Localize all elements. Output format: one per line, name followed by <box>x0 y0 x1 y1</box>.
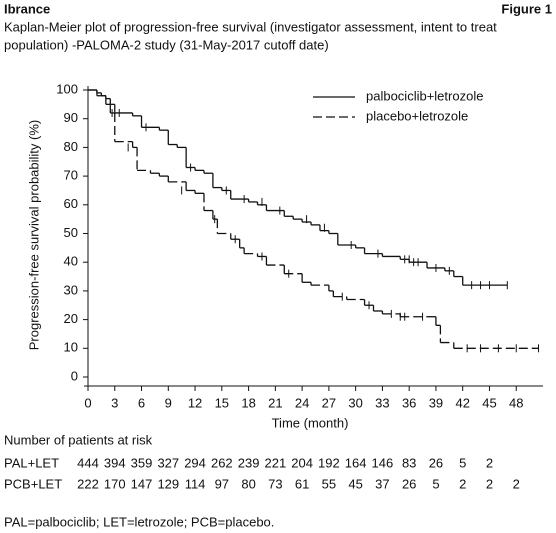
risk-count: 294 <box>184 455 206 470</box>
risk-count: 239 <box>238 455 260 470</box>
risk-count: 26 <box>429 455 443 470</box>
x-tick-label: 12 <box>188 395 202 410</box>
y-tick-label: 50 <box>64 225 78 240</box>
footnote: PAL=palbociclib; LET=letrozole; PCB=plac… <box>4 514 274 529</box>
figure-label: Figure 1 <box>501 1 552 16</box>
x-tick-label: 42 <box>455 395 469 410</box>
x-tick-label: 0 <box>84 395 91 410</box>
risk-row-label: PAL+LET <box>4 455 59 470</box>
risk-count: 359 <box>131 455 153 470</box>
risk-count: 55 <box>322 476 336 491</box>
x-tick-label: 27 <box>322 395 336 410</box>
risk-count: 394 <box>104 455 126 470</box>
risk-count: 37 <box>375 476 389 491</box>
risk-count: 147 <box>131 476 153 491</box>
x-tick-label: 36 <box>402 395 416 410</box>
risk-count: 444 <box>77 455 99 470</box>
risk-count: 80 <box>241 476 255 491</box>
chart-title: Kaplan-Meier plot of progression-free su… <box>4 19 497 34</box>
x-tick-label: 24 <box>295 395 309 410</box>
x-tick-label: 33 <box>375 395 389 410</box>
y-tick-label: 70 <box>64 168 78 183</box>
risk-title: Number of patients at risk <box>4 432 153 447</box>
risk-count: 45 <box>348 476 362 491</box>
risk-count: 83 <box>402 455 416 470</box>
legend-label: placebo+letrozole <box>366 108 468 123</box>
y-tick-label: 0 <box>71 368 78 383</box>
risk-count: 61 <box>295 476 309 491</box>
legend-label: palbociclib+letrozole <box>366 88 483 103</box>
risk-count: 129 <box>157 476 179 491</box>
risk-row-label: PCB+LET <box>4 476 62 491</box>
y-tick-label: 90 <box>64 110 78 125</box>
y-tick-label: 40 <box>64 254 78 269</box>
x-tick-label: 30 <box>348 395 362 410</box>
risk-count: 2 <box>486 476 493 491</box>
risk-count: 222 <box>77 476 99 491</box>
x-tick-label: 48 <box>509 395 523 410</box>
risk-count: 5 <box>432 476 439 491</box>
risk-count: 204 <box>291 455 313 470</box>
risk-count: 221 <box>265 455 287 470</box>
x-tick-label: 9 <box>165 395 172 410</box>
risk-count: 164 <box>345 455 367 470</box>
y-tick-label: 20 <box>64 311 78 326</box>
y-axis-title: Progression-free survival probability (%… <box>26 120 41 350</box>
chart-subtitle: population) -PALOMA-2 study (31-May-2017… <box>4 37 329 52</box>
risk-count: 2 <box>459 476 466 491</box>
risk-count: 170 <box>104 476 126 491</box>
risk-count: 192 <box>318 455 340 470</box>
y-tick-label: 60 <box>64 196 78 211</box>
x-tick-label: 6 <box>138 395 145 410</box>
y-tick-label: 30 <box>64 282 78 297</box>
x-tick-label: 45 <box>482 395 496 410</box>
risk-count: 327 <box>157 455 179 470</box>
risk-count: 73 <box>268 476 282 491</box>
x-tick-label: 21 <box>268 395 282 410</box>
risk-count: 2 <box>513 476 520 491</box>
x-axis-title: Time (month) <box>272 415 349 430</box>
y-tick-label: 80 <box>64 139 78 154</box>
y-tick-label: 100 <box>56 81 78 96</box>
risk-count: 2 <box>486 455 493 470</box>
risk-count: 26 <box>402 476 416 491</box>
y-tick-label: 10 <box>64 340 78 355</box>
risk-count: 114 <box>185 476 206 491</box>
x-tick-label: 39 <box>429 395 443 410</box>
risk-count: 262 <box>211 455 233 470</box>
x-tick-label: 18 <box>241 395 255 410</box>
risk-count: 146 <box>372 455 394 470</box>
x-tick-label: 3 <box>111 395 118 410</box>
x-tick-label: 15 <box>215 395 229 410</box>
risk-count: 97 <box>215 476 229 491</box>
drug-name: Ibrance <box>4 1 50 16</box>
risk-count: 5 <box>459 455 466 470</box>
